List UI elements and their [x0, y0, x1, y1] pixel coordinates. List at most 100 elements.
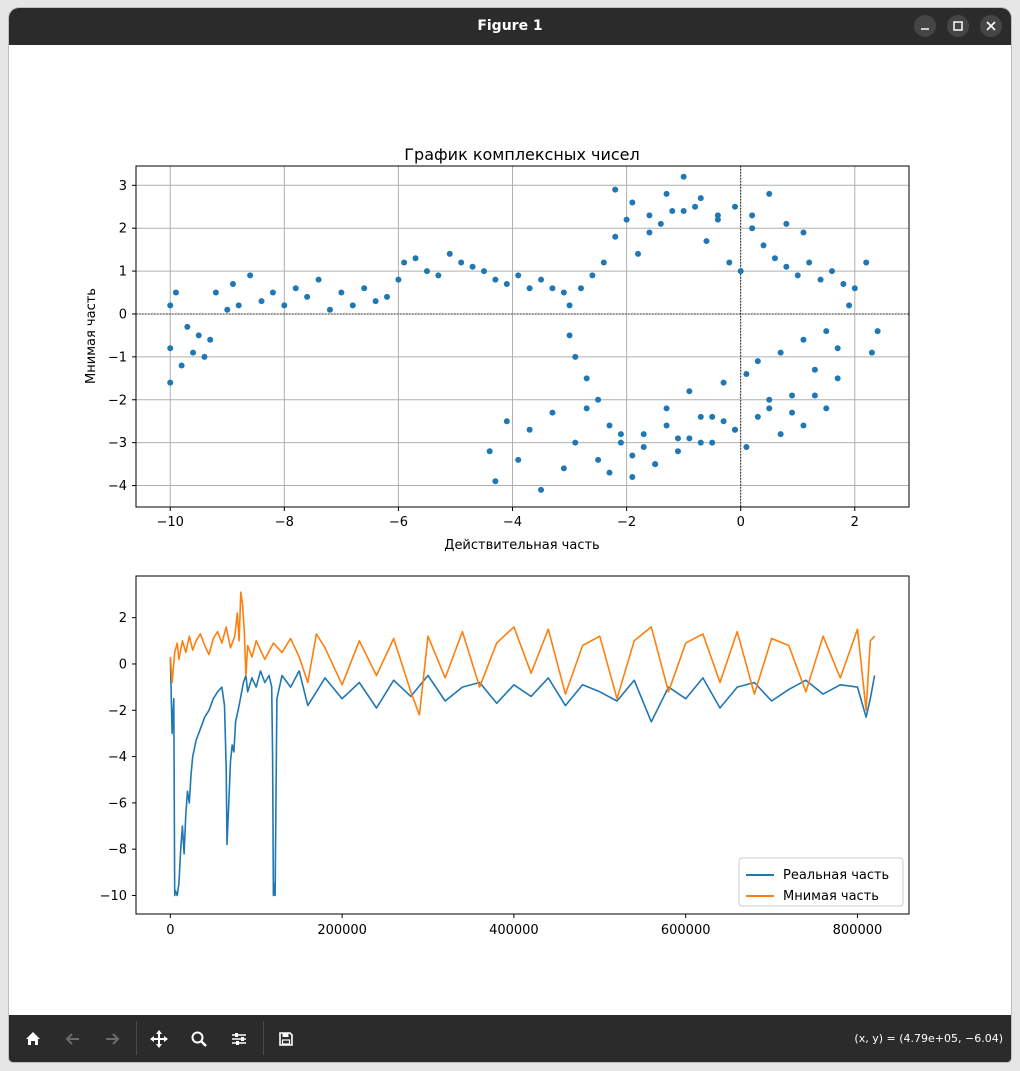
scatter-point — [771, 255, 778, 262]
scatter-point — [595, 396, 602, 403]
scatter-point — [538, 486, 545, 493]
minimize-icon — [921, 28, 929, 30]
scatter-point — [269, 289, 276, 296]
home-button[interactable] — [20, 1026, 46, 1052]
scatter-point — [789, 409, 796, 416]
x-tick-label: −2 — [617, 515, 636, 530]
close-icon — [986, 21, 996, 31]
scatter-point — [709, 439, 716, 446]
y-tick-label: 2 — [119, 611, 127, 626]
x-tick-label: 800000 — [833, 923, 883, 938]
y-tick-label: 2 — [119, 222, 127, 237]
scatter-point — [629, 199, 636, 206]
scatter-point — [292, 285, 299, 292]
scatter-point — [840, 280, 847, 287]
toolbar-separator — [136, 1021, 137, 1055]
close-button[interactable] — [980, 15, 1002, 37]
scatter-point — [811, 392, 818, 399]
scatter-point — [737, 268, 744, 275]
y-tick-label: −2 — [108, 704, 127, 719]
scatter-point — [663, 405, 670, 412]
x-tick-label: −10 — [157, 515, 184, 530]
figure-window: Figure 1 −10 −8 −6 −4 −2 0 2 −4 −3 −2 −1 0 1 2 3 Граф… — [9, 8, 1011, 1062]
y-tick-label: −4 — [108, 750, 127, 765]
scatter-point — [401, 259, 408, 266]
figure-canvas[interactable]: −10 −8 −6 −4 −2 0 2 −4 −3 −2 −1 0 1 2 3 График компле… — [9, 45, 1011, 1015]
scatter-point — [235, 302, 242, 309]
maximize-button[interactable] — [947, 15, 969, 37]
scatter-point — [754, 358, 761, 365]
scatter-point — [800, 422, 807, 429]
scatter-point — [760, 242, 767, 249]
scatter-point — [726, 259, 733, 266]
scatter-point — [526, 285, 533, 292]
scatter-point — [395, 276, 402, 283]
scatter-point — [486, 448, 493, 455]
scatter-point — [458, 259, 465, 266]
scatter-point — [167, 345, 174, 352]
scatter-point — [828, 268, 835, 275]
x-tick-label: 0 — [737, 515, 745, 530]
scatter-point — [766, 396, 773, 403]
scatter-point — [338, 289, 345, 296]
pan-icon — [150, 1030, 168, 1048]
scatter-point — [732, 203, 739, 210]
line-frame — [135, 575, 910, 915]
scatter-point — [635, 250, 642, 257]
scatter-point — [572, 439, 579, 446]
scatter-title: График комплексных чисел — [404, 145, 639, 164]
pan-button[interactable] — [146, 1026, 172, 1052]
y-tick-label: 0 — [119, 657, 127, 672]
line-series — [169, 591, 876, 897]
scatter-point — [361, 285, 368, 292]
minimize-button[interactable] — [914, 15, 936, 37]
scatter-grid — [136, 166, 909, 507]
scatter-point — [349, 302, 356, 309]
y-tick-label: −6 — [108, 796, 127, 811]
scatter-y-label: Мнимая часть — [84, 288, 99, 384]
scatter-point — [720, 418, 727, 425]
scatter-point — [469, 263, 476, 270]
scatter-point — [492, 276, 499, 283]
scatter-point — [777, 431, 784, 438]
imaginary-part-line — [169, 591, 876, 716]
scatter-point — [560, 465, 567, 472]
scatter-point — [606, 422, 613, 429]
zoom-button[interactable] — [186, 1026, 212, 1052]
scatter-point — [315, 276, 322, 283]
scatter-point — [612, 186, 619, 193]
home-icon — [26, 1032, 40, 1045]
scatter-point — [446, 250, 453, 257]
scatter-point — [709, 413, 716, 420]
scatter-point — [212, 289, 219, 296]
configure-subplots-button[interactable] — [226, 1026, 252, 1052]
scatter-point — [754, 413, 761, 420]
legend-imag-label: Мнимая часть — [783, 889, 879, 904]
scatter-point — [794, 272, 801, 279]
scatter-point — [686, 388, 693, 395]
scatter-point — [766, 190, 773, 197]
scatter-y-ticks: −4 −3 −2 −1 0 1 2 3 — [108, 179, 136, 494]
scatter-point — [167, 302, 174, 309]
forward-arrow-icon — [106, 1033, 120, 1045]
line-axes: 0 200000 400000 600000 800000 −10−8−6−4−202 … — [100, 575, 910, 938]
y-tick-label: −2 — [108, 393, 127, 408]
save-button[interactable] — [273, 1026, 299, 1052]
back-button[interactable] — [60, 1026, 86, 1052]
scatter-point — [817, 276, 824, 283]
real-part-line — [169, 659, 876, 897]
scatter-plot-area — [136, 166, 909, 507]
scatter-point — [304, 293, 311, 300]
scatter-point — [646, 229, 653, 236]
scatter-point — [714, 212, 721, 219]
scatter-point — [680, 173, 687, 180]
zoom-icon — [191, 1031, 207, 1047]
scatter-point — [492, 478, 499, 485]
scatter-point — [258, 298, 265, 305]
scatter-point — [777, 349, 784, 356]
scatter-point — [229, 280, 236, 287]
scatter-points — [167, 173, 881, 493]
scatter-point — [800, 229, 807, 236]
forward-button[interactable] — [99, 1026, 125, 1052]
